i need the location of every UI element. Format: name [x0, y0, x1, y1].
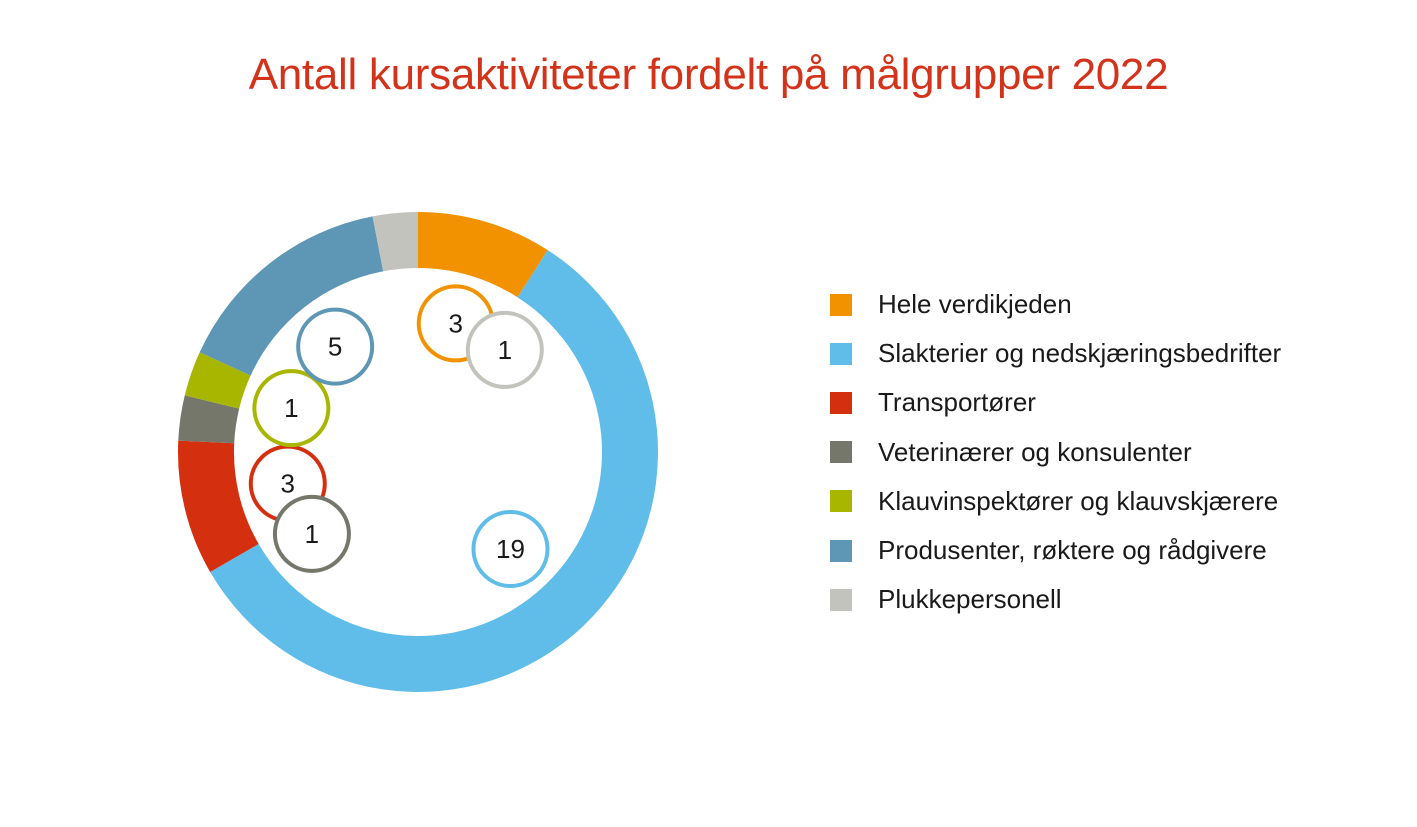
data-label-klauvinspektorer-og-klauvskjaerere: 1	[284, 393, 298, 423]
value-bubble-slakterier-og-nedskjaeringsbedrifter	[471, 509, 550, 588]
data-label-plukkepersonell: 1	[498, 335, 512, 365]
legend-swatch	[830, 293, 852, 316]
legend-swatch	[830, 539, 852, 562]
slice-veterinaerer-og-konsulenter	[178, 395, 240, 444]
legend-item-veterinaerer-og-konsulenter: Veterinærer og konsulenter	[830, 428, 1281, 477]
slice-hele-verdikjeden	[418, 212, 548, 298]
chart-title: Antall kursaktiviteter fordelt på målgru…	[248, 50, 1169, 99]
donut-slices	[177, 212, 658, 692]
data-label-produsenter-roktere-og-radgivere: 5	[328, 332, 342, 362]
legend-label: Hele verdikjeden	[878, 289, 1072, 320]
legend-label: Slakterier og nedskjæringsbedrifter	[878, 338, 1282, 369]
legend-item-slakterier-og-nedskjaeringsbedrifter: Slakterier og nedskjæringsbedrifter	[830, 329, 1281, 378]
legend-item-klauvinspektorer-og-klauvskjaerere: Klauvinspektører og klauvskjærere	[830, 477, 1281, 526]
legend: Hele verdikjeden Slakterier og nedskjærin…	[830, 280, 1281, 624]
legend-swatch	[830, 588, 852, 611]
legend-swatch	[830, 441, 852, 464]
slice-plukkepersonell	[372, 212, 418, 272]
legend-label: Transportører	[878, 387, 1036, 418]
legend-label: Veterinærer og konsulenter	[878, 436, 1192, 467]
value-bubble-klauvinspektorer-og-klauvskjaerere	[252, 369, 331, 448]
legend-item-plukkepersonell: Plukkepersonell	[830, 575, 1281, 624]
legend-item-produsenter-roktere-og-radgivere: Produsenter, røktere og rådgivere	[830, 526, 1281, 575]
data-label-hele-verdikjeden: 3	[449, 308, 463, 338]
value-bubble-produsenter-roktere-og-radgivere	[296, 307, 375, 386]
legend-label: Produsenter, røktere og rådgivere	[878, 535, 1267, 566]
legend-item-hele-verdikjeden: Hele verdikjeden	[830, 280, 1281, 329]
value-bubble-plukkepersonell	[465, 310, 544, 389]
data-label-transportorer: 3	[281, 469, 295, 499]
slice-klauvinspektorer-og-klauvskjaerere	[184, 352, 251, 409]
legend-swatch	[830, 490, 852, 513]
legend-label: Klauvinspektører og klauvskjærere	[878, 485, 1279, 516]
legend-label: Plukkepersonell	[878, 584, 1062, 615]
data-label-slakterier-og-nedskjaeringsbedrifter: 19	[496, 534, 525, 564]
slice-transportorer	[177, 440, 259, 572]
legend-swatch	[830, 342, 852, 365]
data-label-veterinaerer-og-konsulenter: 1	[305, 519, 319, 549]
legend-item-transportorer: Transportører	[830, 378, 1281, 427]
value-bubble-veterinaerer-og-konsulenter	[272, 494, 351, 573]
slice-produsenter-roktere-og-radgivere	[199, 216, 384, 376]
legend-swatch	[830, 391, 852, 414]
